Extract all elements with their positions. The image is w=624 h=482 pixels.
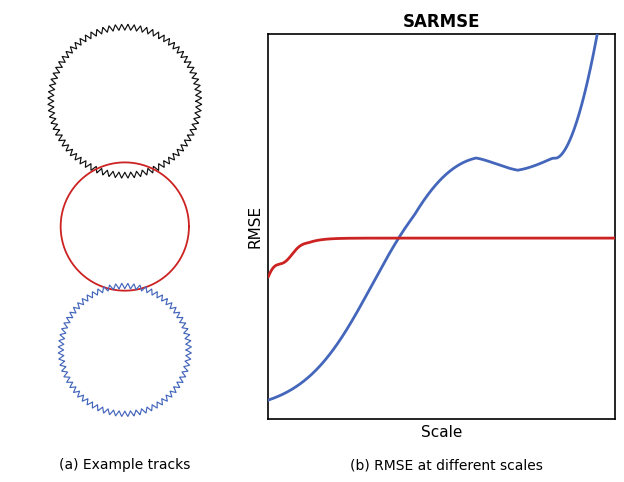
X-axis label: Scale: Scale <box>421 425 462 440</box>
Title: SARMSE: SARMSE <box>402 13 480 31</box>
Y-axis label: RMSE: RMSE <box>248 205 263 248</box>
Text: (a) Example tracks: (a) Example tracks <box>59 458 190 472</box>
Text: (b) RMSE at different scales: (b) RMSE at different scales <box>349 458 543 472</box>
